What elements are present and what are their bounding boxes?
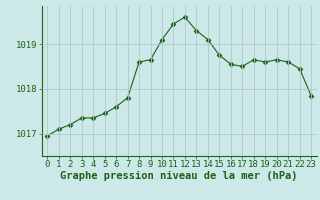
X-axis label: Graphe pression niveau de la mer (hPa): Graphe pression niveau de la mer (hPa) [60,171,298,181]
